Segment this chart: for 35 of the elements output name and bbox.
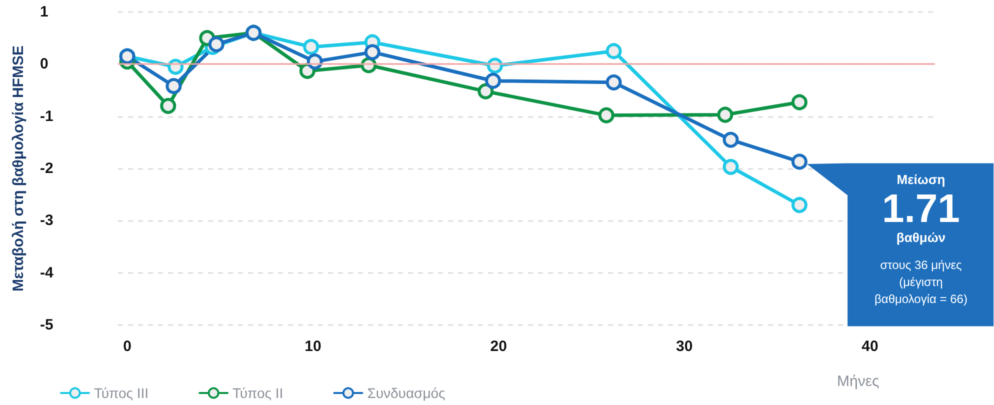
y-axis-title: Μεταβολή στη βαθμολογία HFMSE bbox=[10, 46, 27, 292]
annotation: στους 36 μήνες (μέγιστη βαθμολογία = 66) bbox=[873, 257, 968, 308]
point bbox=[485, 72, 502, 89]
x-axis-title: Μήνες bbox=[837, 373, 880, 390]
annotation: Μείωση 1.71 βαθμών bbox=[881, 171, 961, 247]
point bbox=[791, 94, 808, 110]
point bbox=[364, 44, 380, 60]
point bbox=[722, 158, 739, 175]
y-tick-label: -2 bbox=[40, 160, 54, 177]
point bbox=[478, 83, 494, 100]
point bbox=[160, 98, 176, 114]
x-tick-label: 20 bbox=[490, 338, 507, 355]
point bbox=[208, 36, 224, 52]
point bbox=[598, 107, 614, 124]
legend-label: Συνδυασμός bbox=[367, 385, 446, 401]
y-tick-label: -3 bbox=[40, 212, 54, 230]
point bbox=[166, 78, 182, 94]
x-tick-label: 10 bbox=[304, 338, 322, 355]
point bbox=[717, 106, 734, 123]
point bbox=[791, 197, 808, 214]
x-tick-label: 40 bbox=[862, 338, 878, 355]
x-tick-label: 30 bbox=[676, 338, 693, 355]
y-tick-label: 1 bbox=[40, 4, 48, 20]
y-tick-label: -1 bbox=[40, 108, 54, 125]
point bbox=[303, 38, 320, 55]
y-tick-label: -4 bbox=[40, 264, 54, 282]
legend-label: Τύπος III bbox=[94, 385, 149, 401]
point bbox=[791, 154, 808, 170]
point bbox=[722, 132, 739, 148]
y-tick-label: -5 bbox=[40, 316, 54, 334]
point bbox=[606, 43, 622, 60]
x-tick-label: 0 bbox=[123, 338, 132, 355]
y-tick-label: 0 bbox=[40, 56, 48, 73]
point bbox=[606, 74, 622, 90]
legend-label: Τύπος II bbox=[232, 385, 284, 401]
